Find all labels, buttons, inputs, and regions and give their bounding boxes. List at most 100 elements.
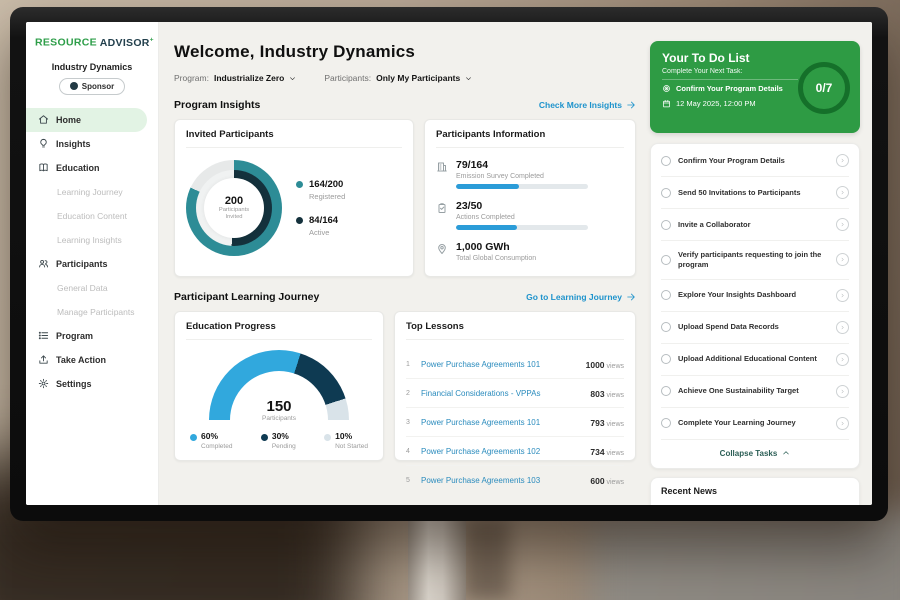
lesson-views: 803 views xyxy=(590,384,624,402)
sidebar-item-label: Learning Journey xyxy=(57,186,123,197)
task-open-button[interactable] xyxy=(836,352,849,366)
todo-progress-ring: 0/7 xyxy=(798,62,850,114)
task-open-button[interactable] xyxy=(836,288,849,302)
task-item-send-50-invitations-to-participants[interactable]: Send 50 Invitations to Participants xyxy=(661,177,849,209)
lesson-row-4[interactable]: 4 Power Purchase Agreements 102 734 views xyxy=(406,437,624,466)
donut-legend-item: 164/200 Registered xyxy=(296,179,345,201)
lesson-views: 734 views xyxy=(590,442,624,460)
task-checkbox[interactable] xyxy=(661,418,671,428)
legend-label: Active xyxy=(309,228,330,237)
task-checkbox[interactable] xyxy=(661,187,671,198)
task-item-upload-additional-educational-content[interactable]: Upload Additional Educational Content xyxy=(661,344,849,376)
dashboard-screen: RESOURCE ADVISOR+ Industry Dynamics Spon… xyxy=(26,22,872,505)
task-checkbox[interactable] xyxy=(661,219,671,230)
task-item-complete-your-learning-journey[interactable]: Complete Your Learning Journey xyxy=(661,408,849,440)
todo-next-task[interactable]: Confirm Your Program Details xyxy=(662,79,798,96)
gauge-legend: 60% Completed 30% Pending 10% Not Started xyxy=(186,431,372,450)
lesson-row-3[interactable]: 3 Power Purchase Agreements 101 793 views xyxy=(406,408,624,437)
learning-journey-cards: Education Progress 150 Participants 60% C… xyxy=(174,311,636,486)
lesson-views-value: 803 xyxy=(590,389,605,399)
building-icon xyxy=(436,161,448,173)
task-item-achieve-one-sustainability-target[interactable]: Achieve One Sustainability Target xyxy=(661,376,849,408)
lesson-rank: 2 xyxy=(406,389,410,397)
lesson-title[interactable]: Power Purchase Agreements 103 xyxy=(421,475,541,485)
chevron-right-icon xyxy=(840,257,845,262)
sidebar-item-label: Manage Participants xyxy=(57,306,135,317)
insights-icon xyxy=(38,138,49,149)
sidebar-item-program[interactable]: Program xyxy=(26,324,158,348)
org-name: Industry Dynamics xyxy=(51,61,133,72)
card-title: Education Progress xyxy=(186,321,372,340)
background-desk xyxy=(590,510,900,600)
lesson-title[interactable]: Power Purchase Agreements 101 xyxy=(421,417,541,427)
learning-journey-header: Participant Learning Journey Go to Learn… xyxy=(174,291,636,303)
logo-text-resource: RESOURCE xyxy=(35,36,97,49)
chevron-down-icon xyxy=(289,75,296,82)
lesson-row-2[interactable]: 2 Financial Considerations - VPPAs 803 vie… xyxy=(406,379,624,408)
education-progress-gauge: 150 Participants xyxy=(209,350,349,422)
lesson-row-1[interactable]: 1 Power Purchase Agreements 101 1000 views xyxy=(406,350,624,379)
lesson-views-suffix: views xyxy=(604,392,624,399)
top-lessons-card: Top Lessons 1 Power Purchase Agreements 1… xyxy=(394,311,636,486)
todo-subtitle: Complete Your Next Task: xyxy=(662,68,743,75)
task-open-button[interactable] xyxy=(836,218,849,231)
lesson-title[interactable]: Power Purchase Agreements 101 xyxy=(421,359,541,369)
sidebar-item-general-data[interactable]: General Data xyxy=(26,276,158,300)
sidebar-item-education-content[interactable]: Education Content xyxy=(26,204,158,228)
task-open-button[interactable] xyxy=(836,154,849,167)
check-more-insights-link[interactable]: Check More Insights xyxy=(539,100,636,110)
sidebar-item-take-action[interactable]: Take Action xyxy=(26,348,158,372)
task-item-confirm-your-program-details[interactable]: Confirm Your Program Details xyxy=(661,145,849,177)
lesson-title[interactable]: Financial Considerations - VPPAs xyxy=(421,388,541,398)
task-checkbox[interactable] xyxy=(661,155,671,166)
stat-value: 23/50 xyxy=(456,200,483,212)
participant-stats: 79/164 Emission Survey Completed 23/50 Acti… xyxy=(436,158,624,262)
legend-value: 60% xyxy=(201,431,219,441)
task-checkbox[interactable] xyxy=(661,290,671,300)
task-checkbox[interactable] xyxy=(661,254,671,265)
stat-total-global-consumption: 1,000 GWh Total Global Consumption xyxy=(436,241,624,262)
pin-icon xyxy=(436,243,448,255)
lesson-row-5[interactable]: 5 Power Purchase Agreements 103 600 views xyxy=(406,466,624,494)
task-open-button[interactable] xyxy=(836,253,849,267)
take-action-icon xyxy=(38,354,49,365)
todo-task-list: Confirm Your Program Details Send 50 Invi… xyxy=(650,143,860,469)
task-open-button[interactable] xyxy=(836,416,849,430)
task-checkbox[interactable] xyxy=(661,386,671,396)
task-item-verify-participants-requesting-to-join-the-program[interactable]: Verify participants requesting to join t… xyxy=(661,241,849,280)
task-open-button[interactable] xyxy=(836,384,849,398)
filter-program[interactable]: Program: Industrialize Zero xyxy=(174,73,296,83)
top-lessons-list: 1 Power Purchase Agreements 101 1000 views… xyxy=(406,350,624,494)
filter-label: Program: xyxy=(174,73,209,83)
task-checkbox[interactable] xyxy=(661,322,671,332)
task-item-invite-a-collaborator[interactable]: Invite a Collaborator xyxy=(661,209,849,241)
arrow-right-icon xyxy=(626,292,636,302)
filter-participants[interactable]: Participants: Only My Participants xyxy=(324,73,472,83)
task-checkbox[interactable] xyxy=(661,354,671,364)
sidebar-item-education[interactable]: Education xyxy=(26,156,158,180)
sidebar-item-participants[interactable]: Participants xyxy=(26,252,158,276)
sidebar-item-manage-participants[interactable]: Manage Participants xyxy=(26,300,158,324)
sidebar-item-label: Learning Insights xyxy=(57,234,122,245)
donut-legend-item: 84/164 Active xyxy=(296,215,345,237)
sponsor-badge[interactable]: Sponsor xyxy=(59,77,125,95)
task-item-explore-your-insights-dashboard[interactable]: Explore Your Insights Dashboard xyxy=(661,280,849,312)
sidebar-item-learning-insights[interactable]: Learning Insights xyxy=(26,228,158,252)
collapse-tasks-link[interactable]: Collapse Tasks xyxy=(661,440,849,468)
lesson-views-value: 600 xyxy=(590,476,605,486)
sidebar-item-settings[interactable]: Settings xyxy=(26,372,158,396)
task-open-button[interactable] xyxy=(836,320,849,334)
go-to-learning-journey-link[interactable]: Go to Learning Journey xyxy=(526,292,636,302)
task-label: Complete Your Learning Journey xyxy=(678,418,796,428)
chevron-right-icon xyxy=(840,293,845,298)
lesson-views-suffix: views xyxy=(604,421,624,428)
sidebar-item-insights[interactable]: Insights xyxy=(26,132,158,156)
sidebar-item-learning-journey[interactable]: Learning Journey xyxy=(26,180,158,204)
lesson-rank: 4 xyxy=(406,447,410,455)
task-item-upload-spend-data-records[interactable]: Upload Spend Data Records xyxy=(661,312,849,344)
sidebar-item-home[interactable]: Home xyxy=(26,107,147,132)
lesson-title[interactable]: Power Purchase Agreements 102 xyxy=(421,446,541,456)
progress-bar xyxy=(456,184,588,189)
task-open-button[interactable] xyxy=(836,186,849,199)
lesson-views-suffix: views xyxy=(604,450,624,457)
